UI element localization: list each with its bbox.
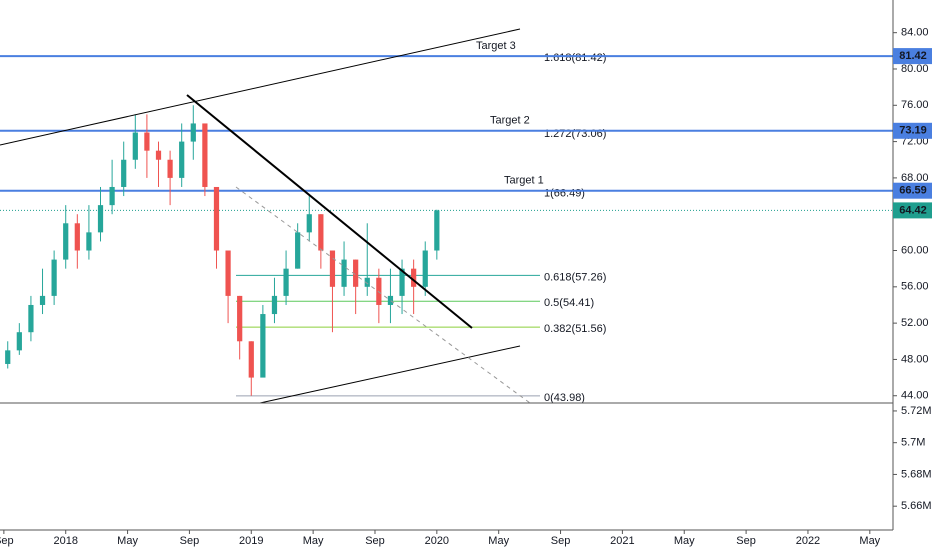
target-label: Target 3 bbox=[476, 40, 516, 52]
x-tick-label: May bbox=[117, 535, 138, 547]
candle-body bbox=[121, 159, 127, 187]
y-tick-label: 84.00 bbox=[901, 27, 929, 39]
candle-body bbox=[155, 150, 162, 160]
candle-body bbox=[51, 259, 57, 296]
candle-body bbox=[74, 223, 80, 251]
y-tick-label: 44.00 bbox=[901, 390, 929, 402]
y-tick-label: 52.00 bbox=[901, 317, 929, 329]
candle-body bbox=[248, 341, 254, 378]
candle-body bbox=[5, 350, 11, 364]
candle-body bbox=[28, 304, 34, 333]
candle-body bbox=[190, 123, 196, 142]
fib-label: 0(43.98) bbox=[544, 392, 585, 404]
candle-body bbox=[271, 295, 278, 315]
x-tick-label: 2019 bbox=[239, 535, 263, 547]
downtrend-line bbox=[186, 94, 473, 329]
candle-body bbox=[225, 250, 231, 296]
price-label: 73.19 bbox=[899, 125, 927, 137]
candle-body bbox=[411, 268, 417, 287]
fib-label: 0.5(54.41) bbox=[544, 297, 594, 309]
candle-body bbox=[39, 295, 46, 305]
x-tick-label: 2020 bbox=[425, 535, 449, 547]
price-label: 66.59 bbox=[899, 185, 927, 197]
y-tick-label: 56.00 bbox=[901, 281, 929, 293]
price-label-box bbox=[893, 182, 932, 199]
x-tick-label: 2018 bbox=[53, 535, 77, 547]
candle-body bbox=[422, 250, 428, 287]
candle-body bbox=[434, 210, 440, 251]
price-label-box bbox=[893, 202, 932, 219]
candle-body bbox=[86, 232, 92, 251]
price-label-box bbox=[893, 122, 932, 139]
y2-tick-label: 5.7M bbox=[901, 437, 925, 449]
candle-body bbox=[179, 141, 185, 178]
fib-label: 1.618(81.42) bbox=[544, 52, 606, 64]
candle-body bbox=[318, 214, 324, 251]
candle-body bbox=[329, 250, 336, 287]
x-tick-label: May bbox=[488, 535, 509, 547]
candle-body bbox=[295, 232, 301, 269]
y2-tick-label: 5.66M bbox=[901, 500, 932, 512]
candle-body bbox=[283, 268, 289, 296]
x-tick-label: Sep bbox=[365, 535, 385, 547]
y-tick-label: 76.00 bbox=[901, 99, 929, 111]
candle-body bbox=[63, 223, 69, 260]
candle-body bbox=[341, 259, 347, 287]
candle-body bbox=[167, 159, 173, 178]
candle-body bbox=[97, 205, 104, 233]
candle-body bbox=[353, 259, 359, 287]
candle-body bbox=[213, 186, 220, 251]
candle-body bbox=[109, 186, 115, 206]
fib-label: 0.618(57.26) bbox=[544, 271, 606, 283]
price-label: 81.42 bbox=[899, 50, 927, 62]
plot bbox=[5, 105, 440, 396]
x-tick-label: 2022 bbox=[796, 535, 820, 547]
x-tick-label: Sep bbox=[736, 535, 756, 547]
fib-label: 0.382(51.56) bbox=[544, 323, 606, 335]
candle-body bbox=[237, 295, 243, 342]
candle-body bbox=[387, 295, 394, 305]
y-tick-label: 68.00 bbox=[901, 172, 929, 184]
fib-label: 1(66.49) bbox=[544, 188, 585, 200]
y-tick-label: 48.00 bbox=[901, 353, 929, 365]
axes: 44.0048.0052.0056.0060.0064.0068.0072.00… bbox=[0, 27, 932, 547]
x-tick-label: May bbox=[303, 535, 324, 547]
candle-body bbox=[399, 268, 405, 296]
x-tick-label: Sep bbox=[180, 535, 200, 547]
y-tick-label: 60.00 bbox=[901, 244, 929, 256]
candle-body bbox=[202, 123, 208, 187]
candle-body bbox=[16, 332, 22, 351]
candle-body bbox=[306, 214, 312, 233]
y2-tick-label: 5.72M bbox=[901, 405, 932, 417]
y2-tick-label: 5.68M bbox=[901, 468, 932, 480]
fib-trend bbox=[235, 186, 531, 404]
price-label-box bbox=[893, 48, 932, 65]
channel-upper bbox=[0, 28, 521, 146]
candle-body bbox=[144, 132, 150, 151]
x-tick-label: 2021 bbox=[610, 535, 634, 547]
target-label: Target 1 bbox=[504, 175, 544, 187]
channel-lower bbox=[259, 345, 521, 404]
x-tick-label: May bbox=[859, 535, 880, 547]
y-tick-label: 80.00 bbox=[901, 63, 929, 75]
price-label: 64.42 bbox=[899, 204, 927, 216]
x-tick-label: May bbox=[674, 535, 695, 547]
x-tick-label: Sep bbox=[0, 535, 14, 547]
candle-body bbox=[364, 277, 370, 287]
x-tick-label: Sep bbox=[551, 535, 571, 547]
candle-body bbox=[132, 132, 138, 160]
target-label: Target 2 bbox=[490, 115, 530, 127]
fib-label: 1.272(73.06) bbox=[544, 128, 606, 140]
candle-body bbox=[260, 314, 266, 378]
